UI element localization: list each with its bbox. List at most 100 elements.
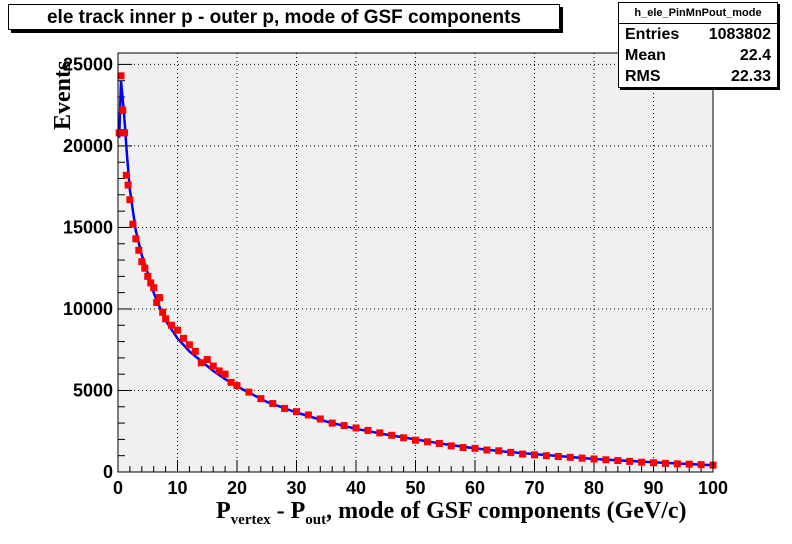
x-tick-label: 90 [643,478,663,498]
data-point [566,453,574,461]
data-point [673,460,681,468]
data-point [174,326,181,334]
data-point [144,272,152,280]
x-tick-label: 0 [113,478,123,498]
data-point [185,341,193,349]
x-axis-label-mid: - P [270,498,306,524]
stats-mean-value: 22.4 [739,47,771,64]
data-point [459,444,467,452]
data-point [153,298,161,306]
data-point [159,308,167,316]
data-point [578,454,586,462]
data-point [117,72,125,80]
x-axis-label-tail: , mode of GSF components (GeV/c) [326,498,687,524]
data-point [197,359,205,367]
data-point [542,452,550,460]
data-point [340,422,348,430]
data-point [150,284,158,292]
data-point [203,356,211,364]
data-point [602,456,610,464]
data-point [147,279,155,287]
data-point [590,455,598,463]
stats-box: h_ele_PinMnPout_mode Entries 1083802 Mea… [618,2,778,88]
x-tick-label: 30 [286,478,306,498]
data-point [626,457,634,465]
data-point [304,411,312,419]
data-point [328,419,336,427]
data-point [129,220,137,228]
data-point [483,446,491,454]
data-point [400,434,408,442]
stats-entries-value: 1083802 [708,26,771,43]
x-axis-label-main: P [216,498,231,524]
x-tick-label: 70 [524,478,544,498]
data-point [316,415,324,423]
data-point [141,264,149,272]
stats-histogram-name: h_ele_PinMnPout_mode [619,3,777,24]
data-point [352,424,360,432]
data-point [179,334,187,342]
y-axis-label: Events [50,60,76,130]
x-tick-label: 50 [405,478,425,498]
stats-rms-value: 22.33 [730,68,771,85]
data-point [685,460,693,468]
data-point [638,458,646,466]
x-tick-label: 40 [346,478,366,498]
data-point [519,450,527,458]
y-tick-label: 10000 [63,299,113,319]
stats-row-rms: RMS 22.33 [625,67,771,87]
data-point [364,426,372,434]
x-axis-label-sub1: vertex [230,511,271,528]
data-point [233,382,241,390]
data-point [447,442,455,450]
data-point [697,461,705,469]
data-point [293,408,300,416]
data-point [495,447,503,455]
data-point [257,395,265,403]
data-point [115,129,123,137]
data-point [661,459,669,467]
stats-rms-label: RMS [625,68,661,85]
data-point [156,294,164,302]
data-point [269,400,277,408]
x-axis-label: Pvertex - Pout, mode of GSF components (… [216,498,687,529]
y-tick-label: 5000 [73,380,113,400]
data-point [531,451,538,459]
x-tick-label: 20 [227,478,247,498]
x-tick-label: 60 [465,478,485,498]
data-point [124,181,132,189]
y-tick-label: 0 [103,462,113,482]
data-point [122,171,130,179]
plot-area [117,52,714,473]
data-point [614,457,622,465]
data-point [162,315,170,323]
chart-title-box: ele track inner p - outer p, mode of GSF… [8,4,560,30]
data-point [435,439,443,447]
stats-entries-label: Entries [625,26,680,43]
stats-row-entries: Entries 1083802 [625,25,771,45]
x-tick-label: 80 [584,478,604,498]
data-point [121,129,129,137]
data-point [209,362,217,370]
x-tick-label: 10 [167,478,187,498]
y-tick-label: 15000 [63,217,113,237]
data-point [376,429,384,437]
plot-frame [117,52,714,473]
data-point [423,438,431,446]
data-point [471,444,479,452]
stats-row-mean: Mean 22.4 [625,46,771,66]
y-tick-label: 20000 [63,136,113,156]
data-point [227,378,235,386]
data-point [215,367,223,375]
data-point [168,321,176,329]
y-tick-label: 25000 [63,54,113,74]
x-tick-label: 100 [698,478,728,498]
data-point [388,431,396,439]
data-point [554,453,562,461]
data-point [135,246,143,254]
data-point [191,347,199,355]
data-point [138,258,146,266]
stats-mean-label: Mean [625,47,666,64]
data-point [132,235,140,243]
